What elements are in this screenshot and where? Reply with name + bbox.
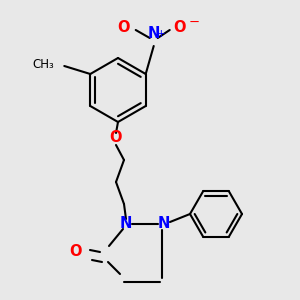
Text: O: O xyxy=(110,130,122,146)
Text: N: N xyxy=(148,26,160,41)
Text: O: O xyxy=(70,244,82,260)
Text: N: N xyxy=(158,217,170,232)
Text: N: N xyxy=(120,217,132,232)
Text: O: O xyxy=(173,20,186,34)
Text: CH₃: CH₃ xyxy=(32,58,54,70)
Text: O: O xyxy=(118,20,130,34)
Text: +: + xyxy=(158,29,166,39)
Text: −: − xyxy=(188,16,199,28)
